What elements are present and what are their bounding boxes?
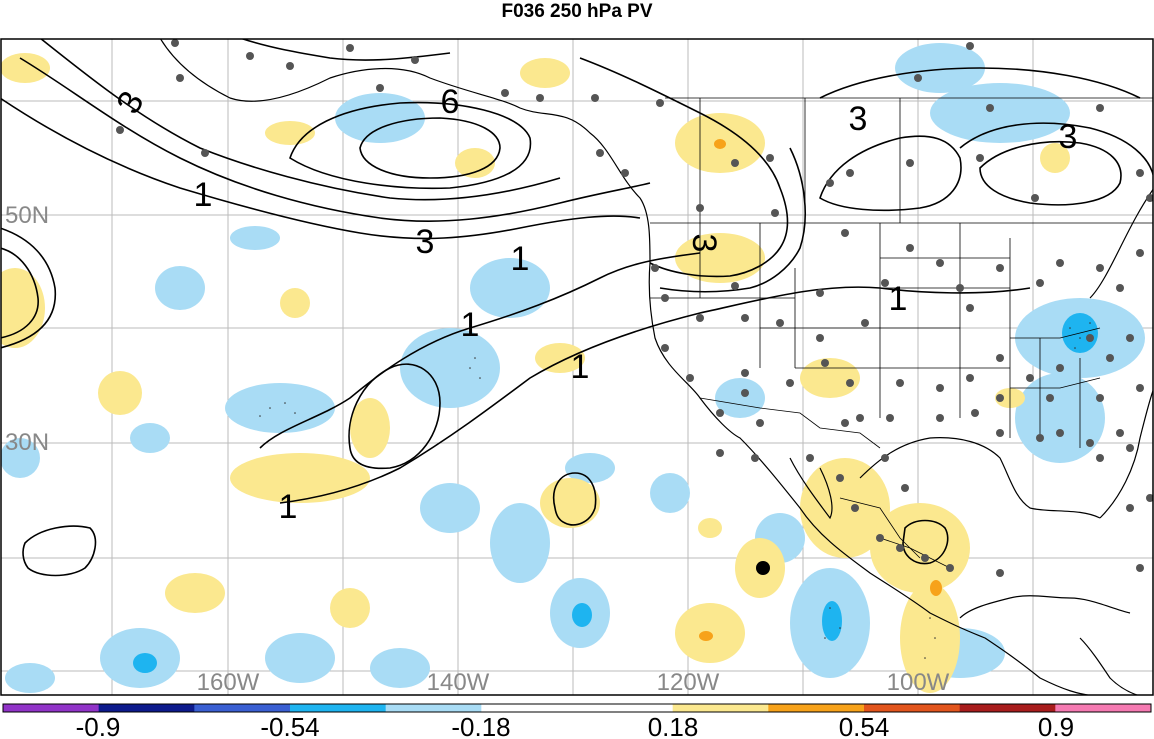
colorbar-swatch — [290, 704, 387, 712]
longitude-label: 100W — [887, 669, 950, 696]
contour-label: 1 — [571, 348, 590, 386]
strong-anomaly-cores — [133, 139, 1098, 673]
contour-label: 1 — [511, 240, 530, 278]
colorbar: -0.9 -0.54 -0.18 0.18 0.54 0.9 — [2, 703, 1152, 739]
colorbar-swatches — [3, 704, 1152, 712]
positive-anomaly-shading — [1, 53, 1070, 693]
colorbar-swatch — [1055, 704, 1152, 712]
highlighted-station-marker — [756, 561, 770, 575]
colorbar-swatch — [98, 704, 195, 712]
colorbar-swatch — [385, 704, 482, 712]
colorbar-tick-label: -0.9 — [76, 712, 121, 739]
latitude-label: 50N — [5, 202, 49, 229]
map-frame — [0, 38, 1154, 696]
station-markers — [116, 39, 1153, 577]
latitude-label: 30N — [5, 429, 49, 456]
contour-label: 3 — [849, 100, 868, 138]
contour-label: 6 — [441, 83, 460, 121]
colorbar-frame — [2, 703, 1152, 713]
colorbar-tick-label: 0.9 — [1038, 712, 1074, 739]
colorbar-tick-label: 0.54 — [839, 712, 890, 739]
contour-label: 3 — [685, 234, 723, 253]
colorbar-swatch — [481, 704, 578, 712]
longitude-label: 140W — [427, 669, 490, 696]
colorbar-swatch — [577, 704, 674, 712]
pv-contours — [1, 39, 1153, 577]
longitude-label: 160W — [197, 669, 260, 696]
colorbar-tick-label: -0.54 — [260, 712, 319, 739]
contour-label: 1 — [194, 176, 213, 214]
colorbar-swatch — [959, 704, 1056, 712]
coastlines — [159, 39, 1153, 695]
colorbar-tick-label: -0.18 — [451, 712, 510, 739]
colorbar-swatch — [672, 704, 769, 712]
contour-label: 3 — [1059, 118, 1078, 156]
contour-label: 3 — [416, 223, 435, 261]
colorbar-swatch — [864, 704, 961, 712]
contour-label: 1 — [279, 488, 298, 526]
colorbar-swatch — [768, 704, 865, 712]
colorbar-swatch — [194, 704, 291, 712]
colorbar-tick-label: 0.18 — [648, 712, 699, 739]
colorbar-swatch — [3, 704, 100, 712]
pv-map: 3 6 1 3 1 1 1 3 1 3 3 1 50N 30N 160W 140… — [0, 38, 1154, 696]
contour-label: 1 — [889, 280, 908, 318]
longitude-label: 120W — [657, 669, 720, 696]
chart-title: F036 250 hPa PV — [501, 1, 653, 22]
political-borders — [650, 97, 1153, 569]
contour-label: 1 — [461, 306, 480, 344]
significance-stipple — [259, 322, 1091, 659]
